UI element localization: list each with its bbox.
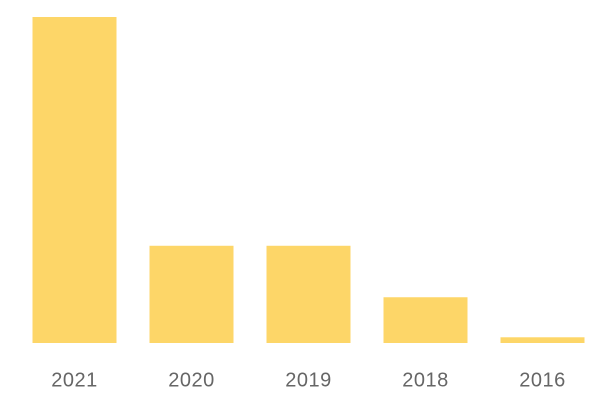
bar (149, 245, 234, 343)
x-tick-label: 2018 (402, 369, 449, 391)
x-tick-label: 2019 (285, 369, 332, 391)
bar (383, 297, 468, 343)
bar (500, 337, 585, 343)
x-tick-label: 2016 (519, 369, 566, 391)
x-tick-label: 2021 (51, 369, 98, 391)
x-tick-label: 2020 (168, 369, 215, 391)
bar (266, 245, 351, 343)
bar (32, 17, 117, 343)
